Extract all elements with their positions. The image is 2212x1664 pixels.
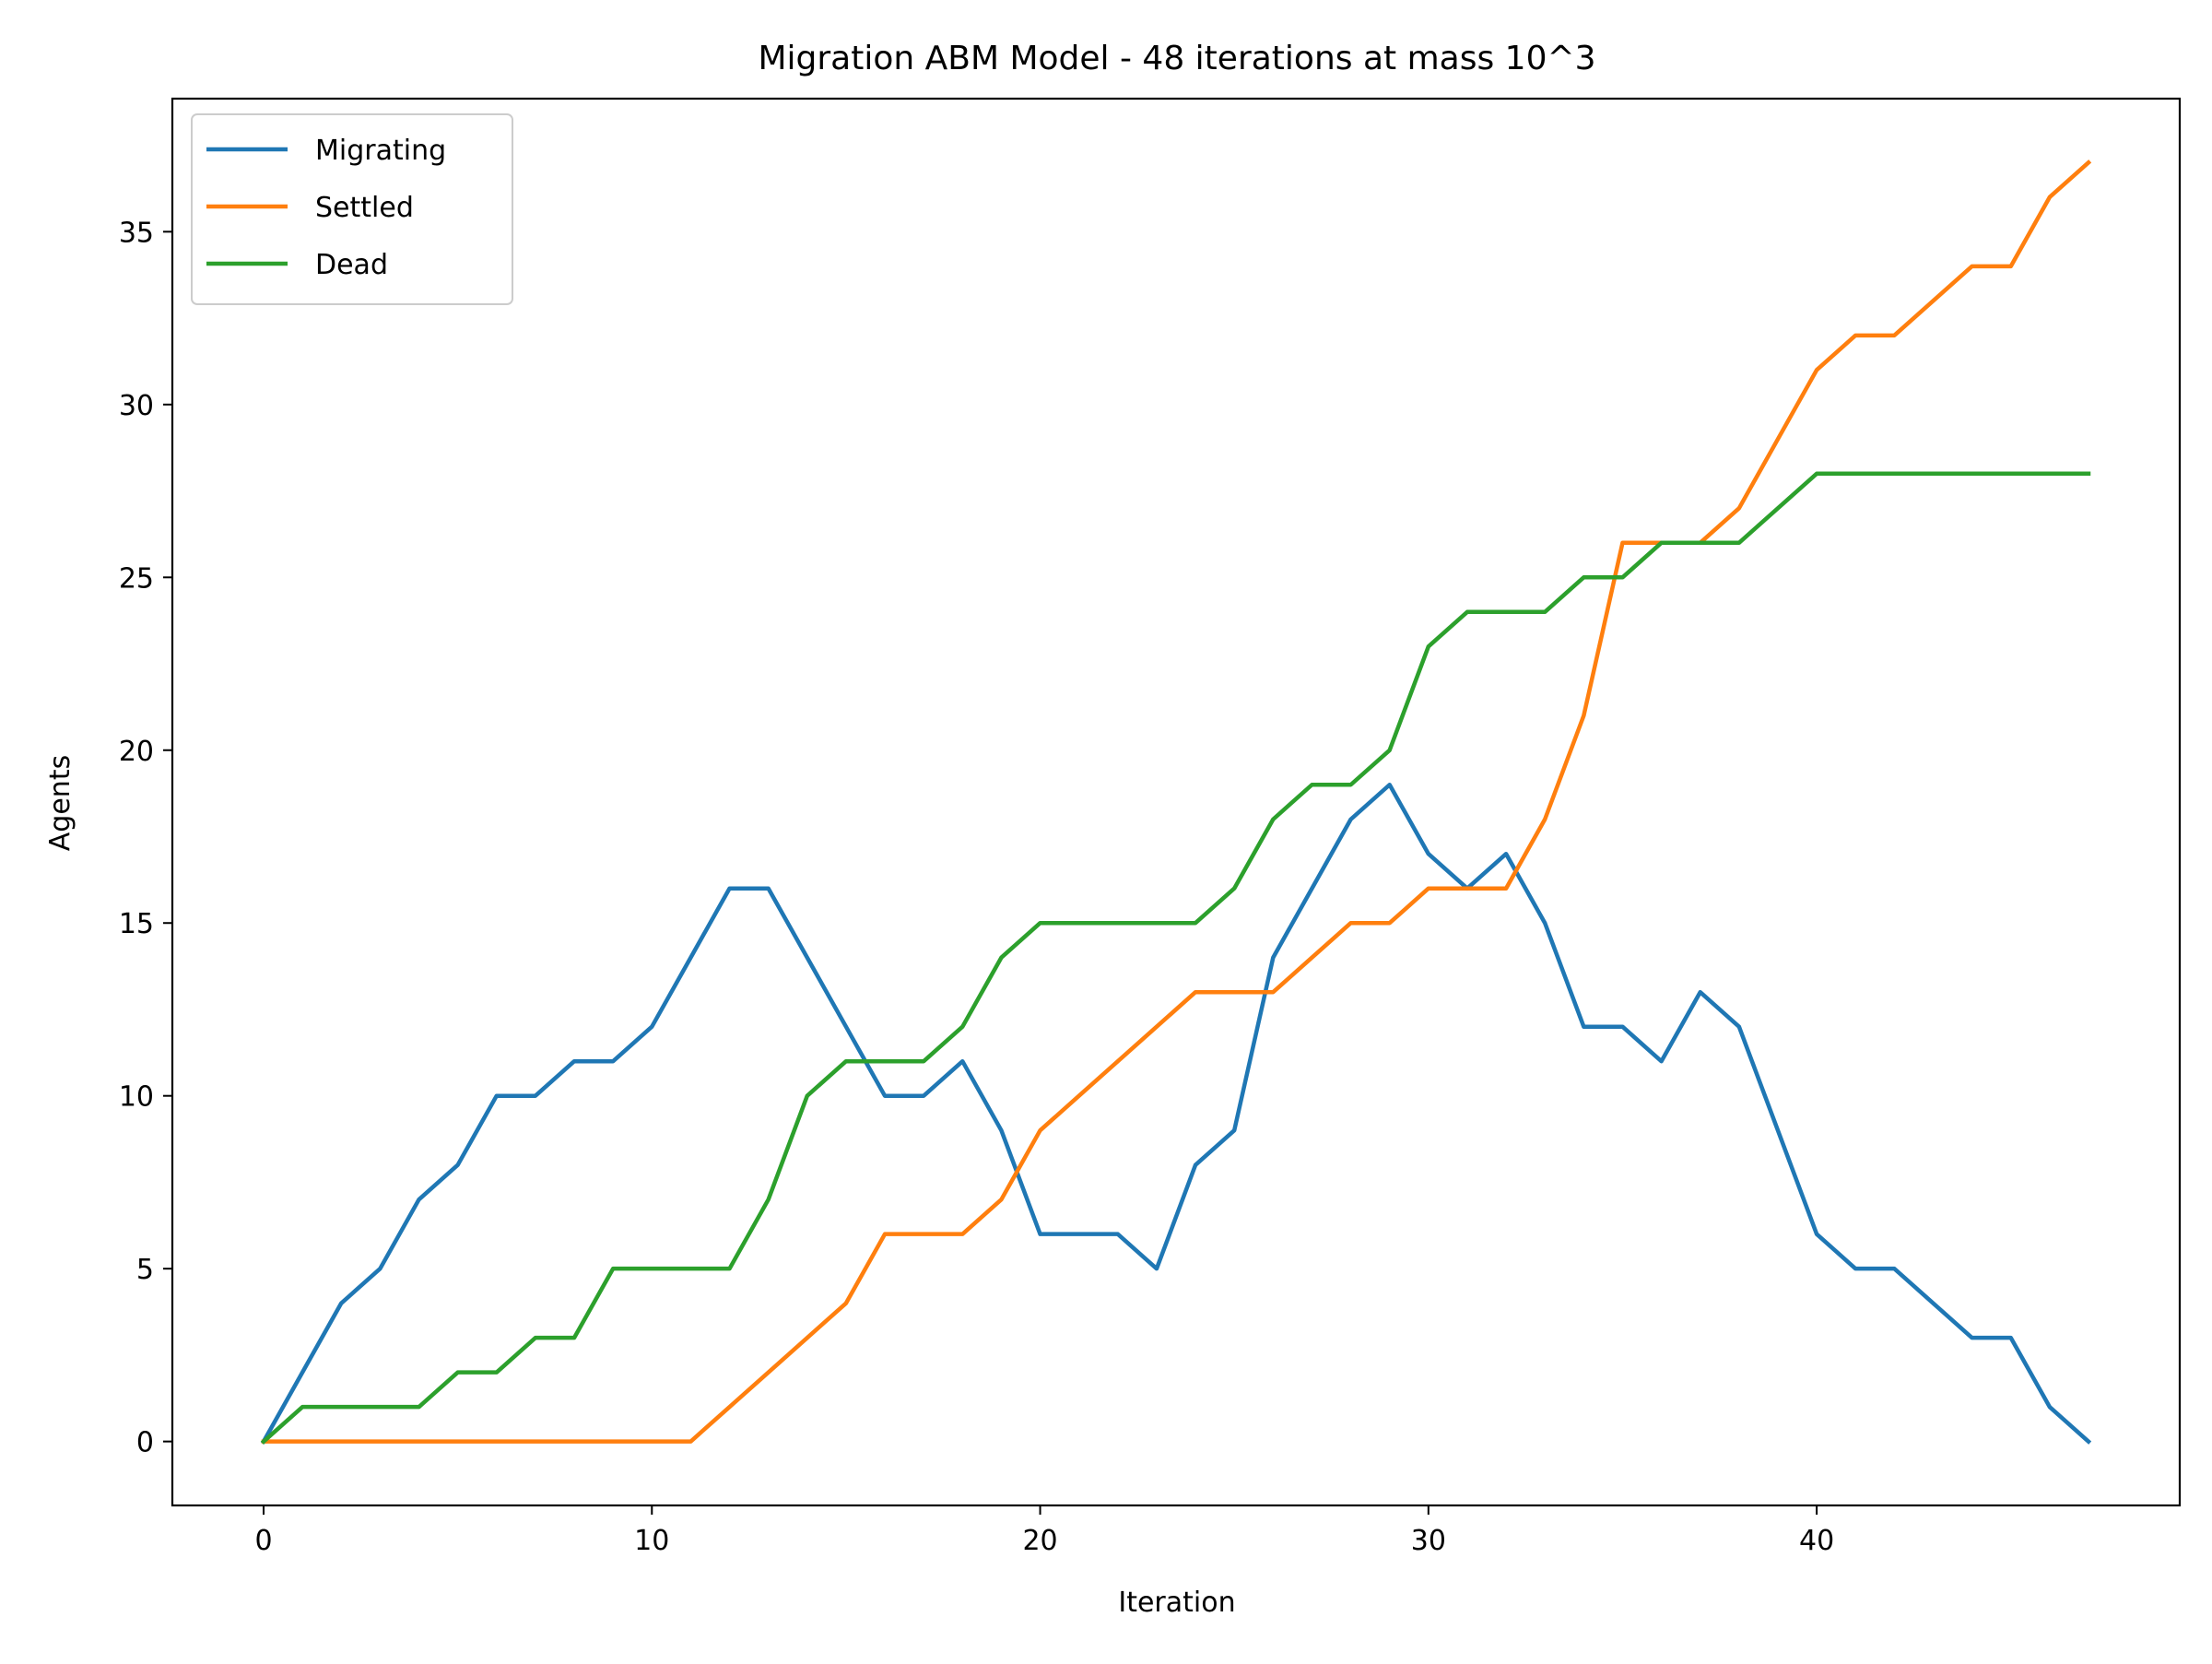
axes-frame <box>171 97 2182 1507</box>
legend-label-settled: Settled <box>315 192 414 224</box>
series-line-migrating <box>260 783 2092 1445</box>
y-axis-label: Agents <box>44 755 76 851</box>
series-line-dead <box>260 471 2091 1445</box>
x-tick-label: 30 <box>1411 1525 1446 1557</box>
y-tick-label: 25 <box>119 562 154 595</box>
x-tick-label: 40 <box>1799 1525 1834 1557</box>
legend-box <box>191 113 513 305</box>
y-tick-label: 20 <box>119 736 154 768</box>
series-line-settled <box>261 159 2092 1444</box>
y-tick-label: 35 <box>119 217 154 249</box>
y-tick-label: 0 <box>136 1427 154 1459</box>
y-tick-label: 30 <box>119 390 154 422</box>
x-axis-label: Iteration <box>1118 1587 1235 1619</box>
legend-label-migrating: Migrating <box>315 135 446 167</box>
legend: Migrating Settled Dead <box>191 113 513 305</box>
x-tick-label: 0 <box>254 1525 272 1557</box>
plot-area: 0 10 20 30 40 0 5 10 15 20 25 30 35 <box>119 97 2182 1557</box>
chart-title: Migration ABM Model - 48 iterations at m… <box>758 40 1595 77</box>
x-tick-label: 20 <box>1022 1525 1057 1557</box>
y-tick-label: 10 <box>119 1081 154 1114</box>
y-tick-label: 15 <box>119 908 154 940</box>
legend-label-dead: Dead <box>315 249 388 281</box>
x-tick-label: 10 <box>634 1525 669 1557</box>
y-tick-label: 5 <box>136 1254 154 1286</box>
